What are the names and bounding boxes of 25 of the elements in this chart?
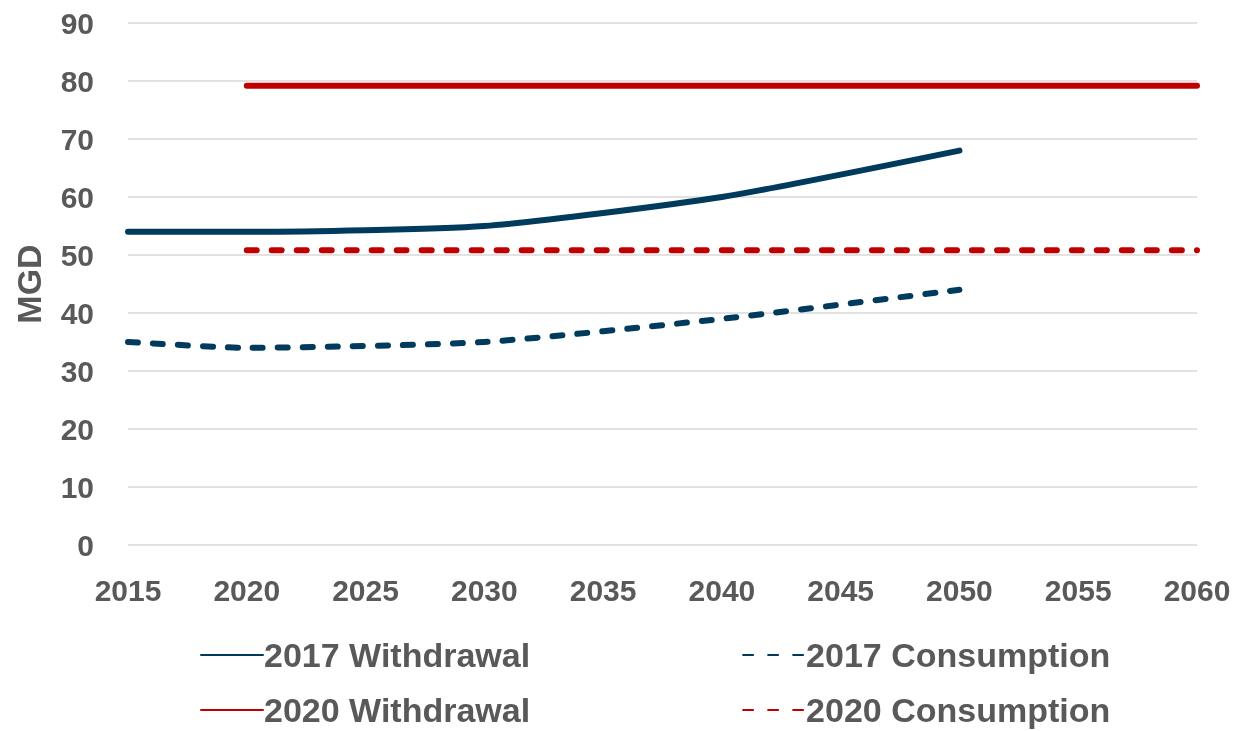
x-tick-label: 2035 xyxy=(569,573,637,607)
legend-label: 2020 Consumption xyxy=(806,691,1111,729)
x-tick-label: 2030 xyxy=(450,573,518,607)
y-tick-label: 20 xyxy=(60,412,94,446)
y-tick-label: 40 xyxy=(60,296,94,330)
legend-label: 2017 Consumption xyxy=(806,636,1111,674)
y-tick-label: 60 xyxy=(60,180,94,214)
y-tick-label: 0 xyxy=(77,528,94,562)
x-tick-label: 2015 xyxy=(94,573,162,607)
x-tick-label: 2040 xyxy=(688,573,756,607)
x-tick-label: 2055 xyxy=(1044,573,1112,607)
x-tick-label: 2060 xyxy=(1163,573,1231,607)
y-axis-title: MGD xyxy=(10,244,48,324)
y-tick-label: 80 xyxy=(60,64,94,98)
y-tick-label: 10 xyxy=(60,470,94,504)
y-tick-label: 70 xyxy=(60,122,94,156)
y-tick-label: 50 xyxy=(60,238,94,272)
y-tick-label: 90 xyxy=(60,6,94,40)
legend-label: 2017 Withdrawal xyxy=(264,636,531,674)
legend-label: 2020 Withdrawal xyxy=(264,691,531,729)
x-tick-label: 2020 xyxy=(213,573,281,607)
x-tick-label: 2045 xyxy=(807,573,875,607)
x-tick-label: 2050 xyxy=(926,573,993,607)
x-tick-label: 2025 xyxy=(332,573,399,607)
y-tick-label: 30 xyxy=(60,354,94,388)
